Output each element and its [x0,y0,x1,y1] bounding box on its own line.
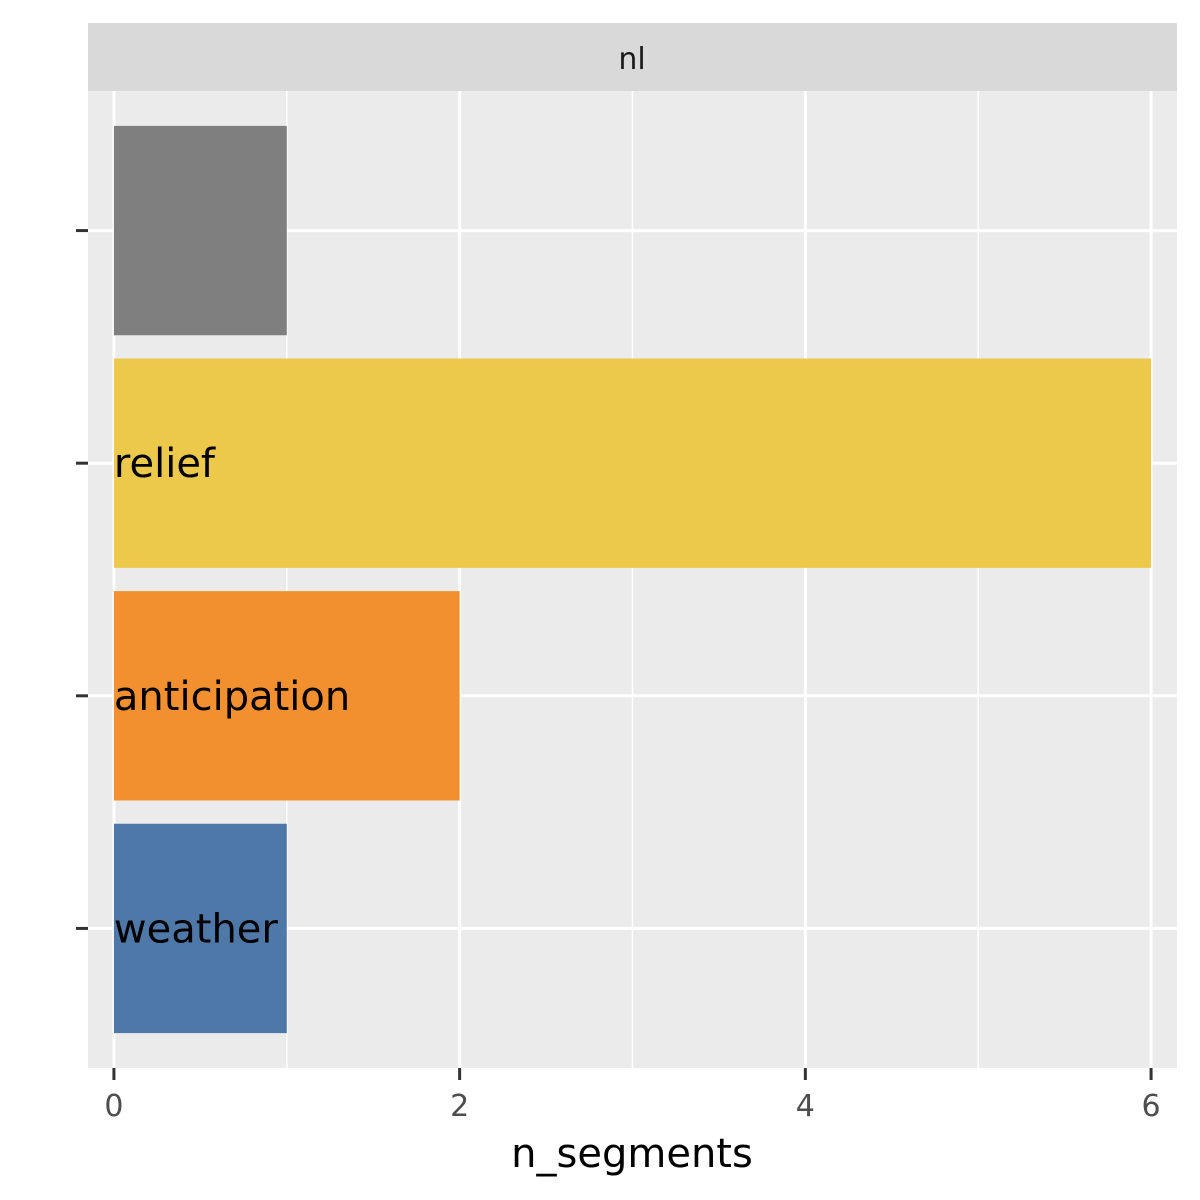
bar [113,823,287,1034]
bar-label: weather [114,906,278,952]
bar-label: relief [114,441,216,487]
x-axis-ticks: 0 2 4 6 [104,1068,1161,1124]
bar [113,358,1152,568]
bars [113,125,1152,1034]
bar [113,591,460,801]
y-axis-ticks [76,229,88,930]
x-tick-label: 2 [450,1089,469,1124]
x-tick-label: 0 [104,1089,123,1124]
facet-label: nl [618,42,645,77]
facet-strip [88,23,1177,91]
bar [113,125,287,336]
x-axis-title: n_segments [511,1131,753,1177]
bar-label: anticipation [114,674,350,720]
x-tick-label: 4 [796,1089,815,1124]
x-tick-label: 6 [1142,1089,1161,1124]
bar-labels: relief anticipation weather [114,441,350,952]
